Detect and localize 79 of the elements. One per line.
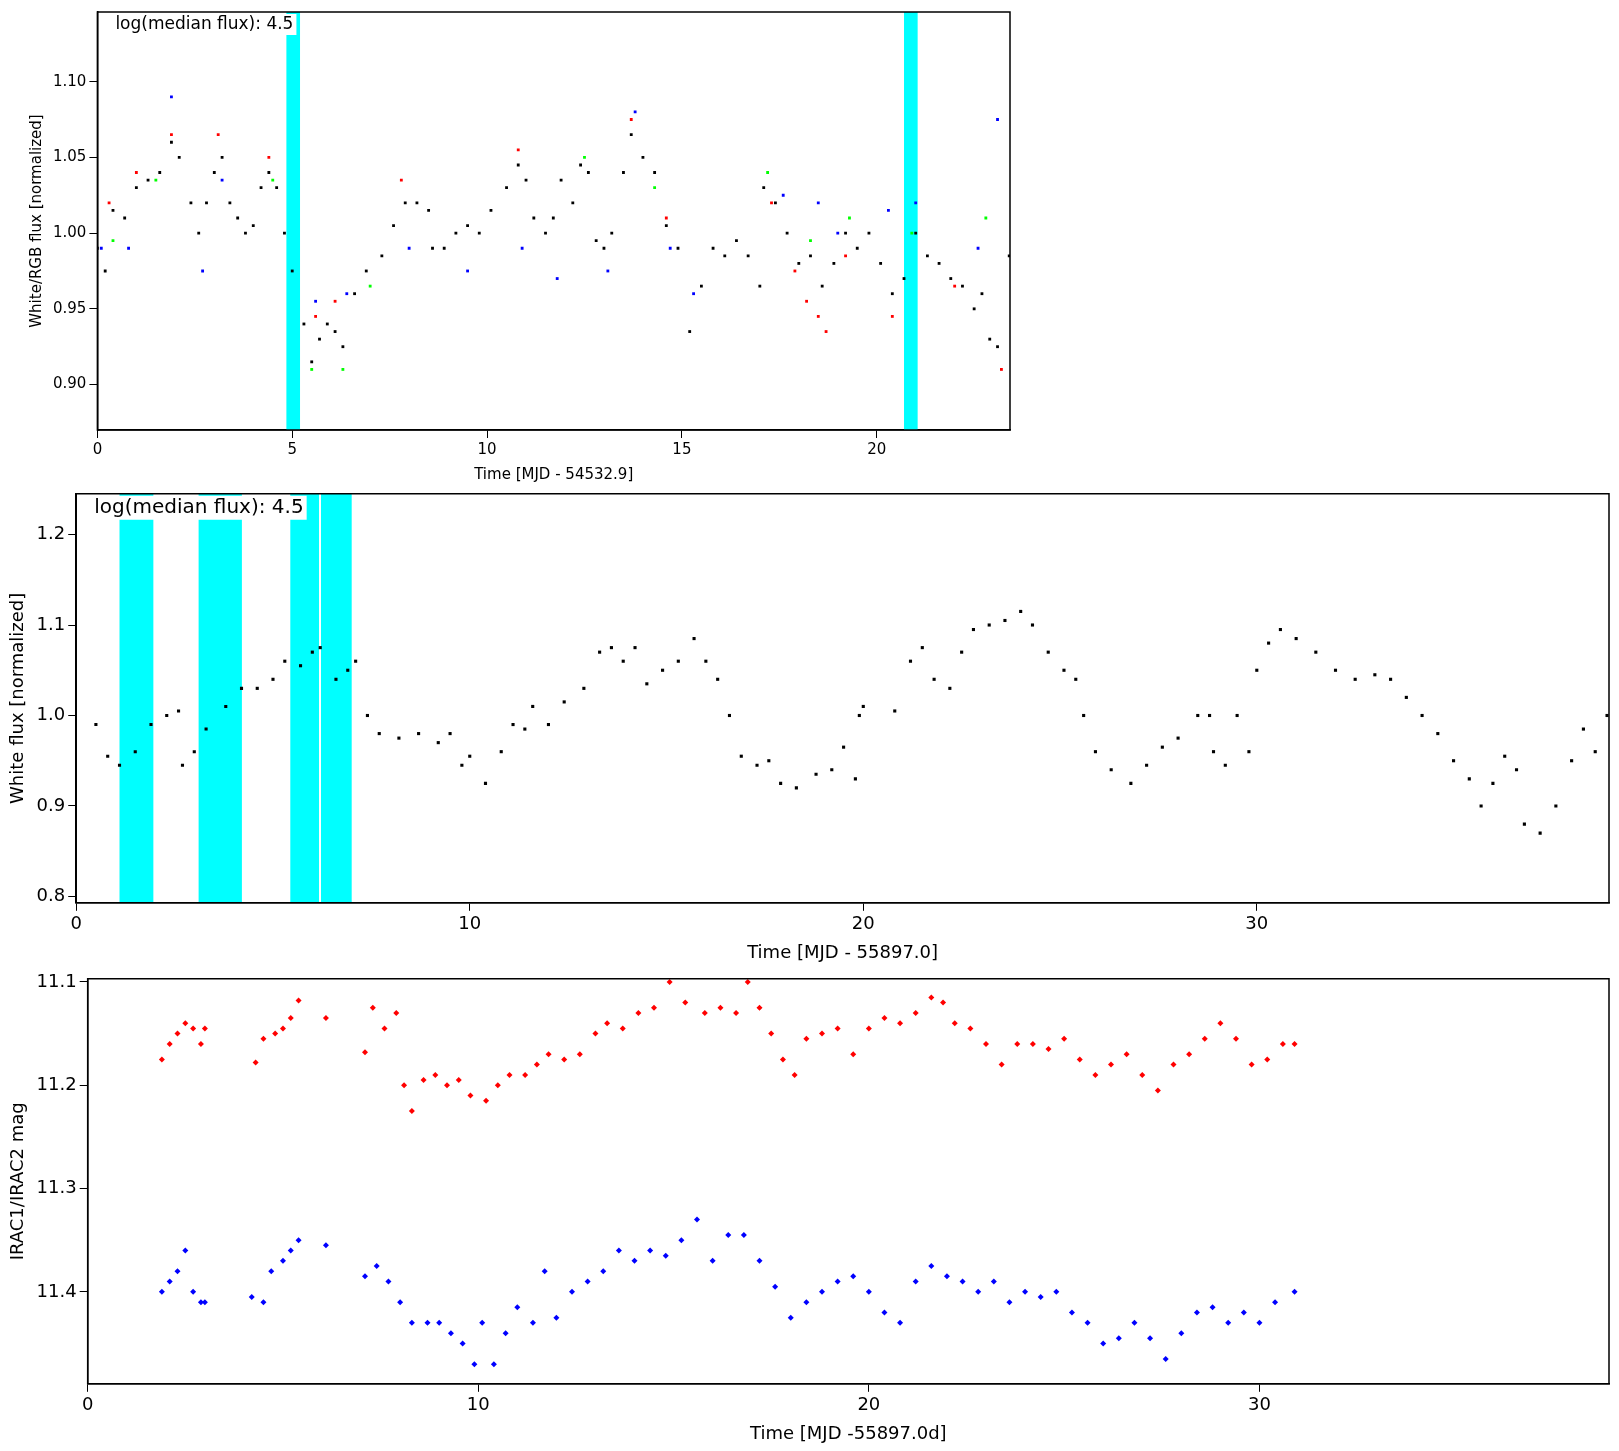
point (1000, 368, 1003, 371)
y-tick-label: 0.95 (52, 298, 87, 317)
x-tick-label: 10 (466, 1393, 490, 1415)
x-axis-title: Time [MJD -55897.0d] (749, 1421, 947, 1443)
point (953, 284, 957, 288)
point (781, 193, 785, 197)
point (766, 171, 770, 174)
point (653, 186, 657, 190)
x-axis-title: Time [MJD - 55897.0] (746, 940, 939, 962)
point (668, 246, 672, 250)
point (407, 246, 411, 250)
point (271, 178, 275, 182)
x-tick-label: 20 (851, 912, 875, 934)
x-tick-label: 30 (1247, 1393, 1271, 1415)
point (516, 148, 520, 152)
point (216, 133, 220, 137)
point (555, 277, 559, 280)
point (887, 208, 890, 212)
point (220, 178, 224, 182)
point (134, 171, 138, 174)
x-tick-label: 10 (477, 439, 497, 458)
point (368, 284, 372, 288)
y-axis-title: IRAC1/IRAC2 mag (6, 1102, 28, 1261)
point (341, 368, 345, 371)
point (314, 299, 318, 303)
y-tick-label: 1.05 (52, 147, 87, 166)
annotation: log(median flux): 4.5 (94, 494, 304, 518)
y-tick-label: 0.8 (36, 884, 66, 906)
y-tick-label: 11.2 (36, 1072, 77, 1094)
point (583, 155, 586, 159)
y-tick-label: 11.4 (36, 1279, 77, 1301)
x-tick-label: 20 (857, 1393, 881, 1415)
x-tick-label: 0 (70, 912, 82, 934)
point (809, 239, 812, 243)
point (996, 118, 999, 121)
point (107, 201, 111, 205)
point (692, 292, 695, 296)
point (154, 178, 158, 182)
point (170, 95, 173, 99)
point (333, 299, 337, 303)
point (310, 368, 314, 371)
x-tick-label: 15 (672, 439, 692, 458)
y-tick-label: 0.90 (52, 374, 87, 393)
point (816, 315, 820, 318)
point (844, 254, 847, 258)
y-tick-label: 11.3 (36, 1176, 77, 1198)
x-tick-label: 30 (1245, 912, 1269, 934)
point (890, 315, 894, 318)
x-axis-title: Time [MJD - 54532.9] (473, 464, 634, 483)
point (520, 246, 524, 250)
point (170, 133, 173, 137)
point (910, 231, 914, 235)
y-tick-label: 0.9 (36, 793, 66, 815)
y-tick-label: 1.10 (52, 71, 87, 90)
point (816, 201, 820, 205)
y-tick-label: 1.00 (52, 223, 87, 242)
y-tick-label: 1.2 (36, 522, 66, 544)
point (399, 178, 403, 182)
y-tick-label: 11.1 (36, 969, 77, 991)
point (770, 201, 773, 205)
x-tick-label: 0 (81, 1393, 94, 1415)
x-tick-label: 10 (458, 912, 482, 934)
y-tick-label: 1.0 (36, 703, 66, 725)
point (836, 231, 840, 235)
point (345, 292, 349, 296)
point (267, 155, 271, 159)
x-tick-label: 20 (867, 439, 887, 458)
annotation: log(median flux): 4.5 (115, 12, 294, 33)
y-tick-label: 1.1 (36, 612, 66, 634)
point (629, 118, 633, 121)
y-axis-title: White/RGB flux [normalized] (26, 114, 45, 328)
point (127, 246, 130, 250)
point (914, 201, 918, 205)
x-tick-label: 5 (287, 439, 298, 458)
y-axis-title: White flux [normalized] (6, 592, 28, 804)
point (314, 315, 318, 318)
point (805, 299, 809, 303)
point (99, 246, 103, 250)
x-tick-label: 0 (92, 439, 103, 458)
